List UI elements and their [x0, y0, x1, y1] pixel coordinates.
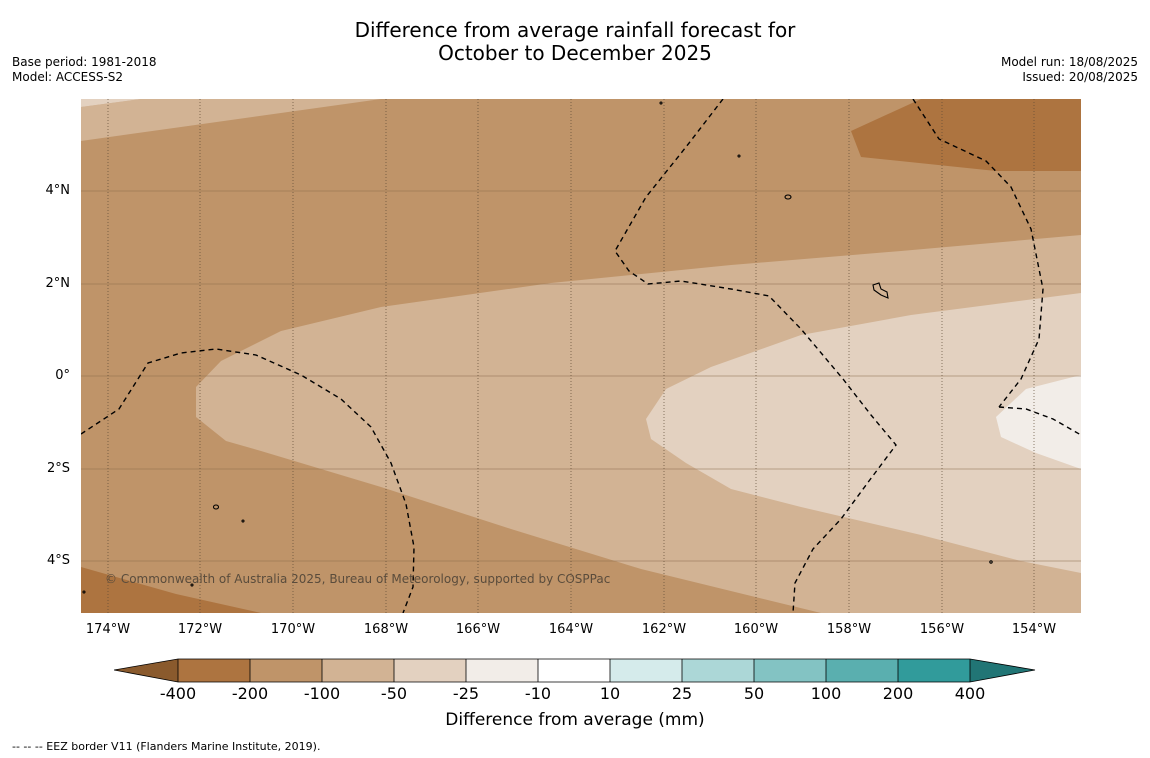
- island-1: [784, 194, 792, 200]
- colorbar-swatch-7: [610, 659, 682, 682]
- issued-date: Issued: 20/08/2025: [1022, 70, 1138, 84]
- colorbar-tick-5: -25: [452, 684, 480, 703]
- meta-right: Model run: 18/08/2025 Issued: 20/08/2025: [1001, 55, 1138, 85]
- colorbar-swatch-4: [394, 659, 466, 682]
- island-9: [190, 583, 194, 587]
- colorbar-tick-3: -100: [303, 684, 341, 703]
- colorbar-swatch-3: [322, 659, 394, 682]
- meta-left: Base period: 1981-2018 Model: ACCESS-S2: [12, 55, 157, 85]
- islands: [82, 101, 993, 594]
- lat-tick-4n: 4°N: [45, 183, 71, 198]
- colorbar-swatch-1: [178, 659, 250, 682]
- eez-borders: [81, 99, 1081, 613]
- island-8: [82, 590, 86, 594]
- colorbar-extend-low: [114, 659, 178, 682]
- copyright-notice: © Commonwealth of Australia 2025, Bureau…: [105, 572, 611, 586]
- colorbar-tick-12: 400: [954, 684, 986, 703]
- lon-tick-168w: 168°W: [363, 622, 409, 637]
- lon-tick-166w: 166°W: [455, 622, 501, 637]
- band-lt-minus200-ne: [851, 99, 1081, 171]
- colorbar-tick-7: 10: [599, 684, 621, 703]
- lon-tick-162w: 162°W: [641, 622, 687, 637]
- map-area: [81, 99, 1081, 613]
- lon-tick-172w: 172°W: [177, 622, 223, 637]
- colorbar-tick-10: 100: [810, 684, 842, 703]
- colorbar-tick-4: -50: [380, 684, 408, 703]
- band-minus100-minus50-nw: [81, 99, 381, 141]
- island-4: [737, 154, 741, 158]
- colorbar-outline: [114, 658, 1036, 683]
- lon-tick-154w: 154°W: [1011, 622, 1057, 637]
- colorbar-swatch-2: [250, 659, 322, 682]
- lon-tick-170w: 170°W: [270, 622, 316, 637]
- eez-footnote: -- -- -- EEZ border V11 (Flanders Marine…: [12, 740, 321, 753]
- colorbar-swatch-8: [682, 659, 754, 682]
- island-3: [212, 504, 220, 510]
- band-minus50-minus25-nw: [81, 99, 141, 107]
- lon-tick-164w: 164°W: [548, 622, 594, 637]
- lat-tick-2s: 2°S: [46, 461, 70, 476]
- colorbar-swatch-9: [754, 659, 826, 682]
- title-line-1: Difference from average rainfall forecas…: [354, 18, 796, 42]
- band-lt-minus200-sw: [81, 567, 261, 613]
- latitude-lines: [81, 190, 1081, 562]
- colorbar: [114, 658, 1036, 683]
- colorbar-swatch-6: [538, 659, 610, 682]
- model-run: Model run: 18/08/2025: [1000, 55, 1138, 69]
- lon-tick-160w: 160°W: [733, 622, 779, 637]
- colorbar-tick-9: 50: [743, 684, 765, 703]
- colorbar-tick-11: 200: [882, 684, 914, 703]
- lon-tick-174w: 174°W: [85, 622, 131, 637]
- map-svg: [81, 99, 1081, 613]
- colorbar-swatch-5: [466, 659, 538, 682]
- island-6: [241, 519, 245, 523]
- lon-tick-156w: 156°W: [919, 622, 965, 637]
- lon-tick-158w: 158°W: [826, 622, 872, 637]
- island-7: [989, 560, 993, 564]
- colorbar-tick-2: -200: [231, 684, 269, 703]
- colorbar-extend-high: [970, 659, 1035, 682]
- map-title: Difference from average rainfall forecas…: [0, 19, 1150, 65]
- colorbar-tick-8: 25: [671, 684, 693, 703]
- island-2: [872, 282, 889, 299]
- lat-tick-0: 0°: [55, 368, 70, 383]
- lat-tick-2n: 2°N: [45, 276, 71, 291]
- model-name: Model: ACCESS-S2: [12, 70, 124, 84]
- colorbar-tick-1: -400: [159, 684, 197, 703]
- island-5: [659, 101, 663, 105]
- colorbar-swatch-10: [826, 659, 898, 682]
- title-line-2: October to December 2025: [438, 41, 712, 65]
- band-minus25-minus10: [996, 375, 1081, 469]
- lat-tick-4s: 4°S: [46, 553, 70, 568]
- base-period: Base period: 1981-2018: [12, 55, 157, 69]
- colorbar-title: Difference from average (mm): [445, 710, 705, 730]
- colorbar-tick-6: -10: [524, 684, 552, 703]
- band-minus50-minus25: [646, 293, 1081, 573]
- colorbar-swatch-11: [898, 659, 970, 682]
